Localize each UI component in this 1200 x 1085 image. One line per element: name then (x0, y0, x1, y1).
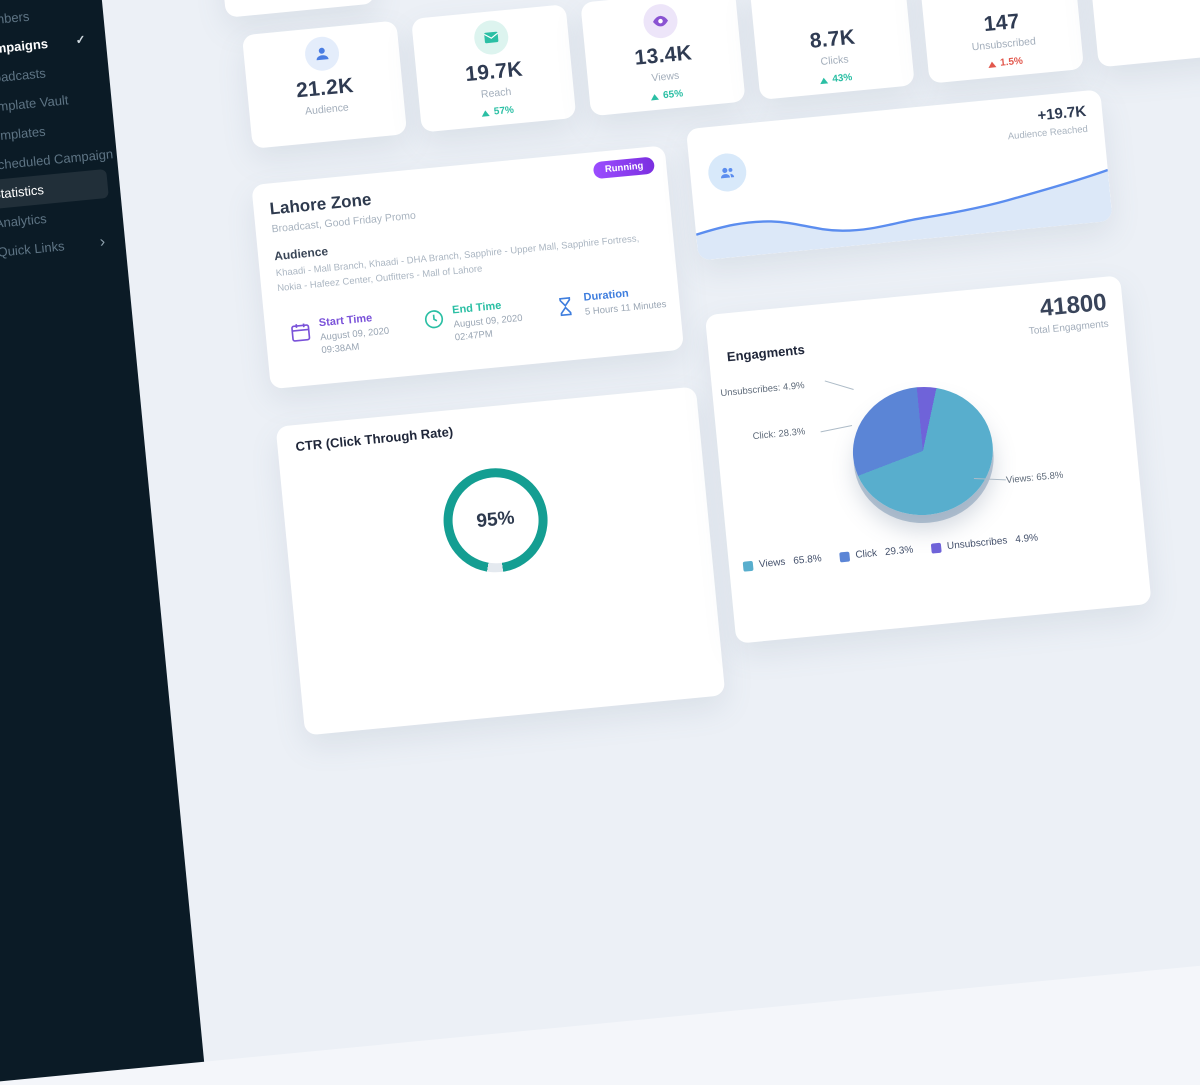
clock-icon (424, 310, 444, 329)
callout-line (820, 425, 853, 433)
end-time-block: End Time August 09, 2020 02:47PM (422, 298, 525, 348)
legend-item-unsubscribes[interactable]: Unsubscribes 4.9% (930, 532, 1039, 554)
sidebar-item-label: Statistics (0, 182, 45, 203)
stat-delta-value: 1.5% (999, 55, 1024, 69)
end-date: August 09, 2020 (453, 312, 524, 331)
legend-value: 65.8% (792, 553, 823, 567)
ctr-value: 95% (448, 473, 543, 568)
engagements-card: Engagments 41800 Total Engagments Unsubs… (704, 275, 1152, 644)
chevron-right-icon: › (98, 233, 106, 251)
legend-swatch-click (839, 551, 850, 562)
engagements-pie-chart (847, 380, 999, 522)
mail-icon (472, 18, 510, 57)
pie-callout-unsubscribes: Unsubscribes: 4.9% (719, 380, 806, 400)
engagements-title: Engagments (726, 341, 806, 365)
ctr-donut-chart: 95% (438, 463, 553, 578)
area-chart (695, 168, 1113, 261)
start-time-block: Start Time August 09, 2020 09:38AM (288, 311, 391, 361)
people-icon (706, 151, 749, 194)
stat-card-partial (1088, 0, 1200, 68)
sidebar-item-label: Templates (0, 123, 47, 145)
hourglass-icon (559, 297, 572, 317)
campaign-card: Running Lahore Zone Broadcast, Good Frid… (251, 145, 685, 390)
legend-swatch-unsubscribes (930, 542, 942, 554)
stat-card-unsubscribed: 147 Unsubscribed 1.5% (918, 0, 1085, 84)
reach-label: Audience Reached (1007, 123, 1089, 143)
engagements-total: 41800 (1038, 288, 1108, 323)
sidebar-item-label: Members (0, 8, 31, 29)
legend-name: Unsubscribes (946, 535, 1008, 553)
stat-delta-value: 57% (493, 104, 515, 118)
status-badge: Running (593, 156, 656, 180)
start-time: 09:38AM (321, 341, 360, 357)
audience-reached-card: +19.7K Audience Reached (685, 89, 1113, 261)
legend-value: 4.9% (1014, 532, 1039, 546)
legend-item-click[interactable]: Click 29.3% (839, 544, 914, 562)
duration-block: Duration 5 Hours 11 Minutes (553, 284, 667, 322)
calendar-icon (291, 323, 311, 342)
ctr-title: CTR (Click Through Rate) (294, 423, 454, 455)
user-icon (303, 35, 341, 73)
sidebar-item-label: Quick Links (0, 238, 66, 260)
stat-card-audience: 21.2K Audience (241, 20, 408, 149)
up-triangle-icon (987, 60, 997, 68)
stat-card-reach: 19.7K Reach 57% (411, 4, 577, 133)
audience-list: Khaadi - Mall Branch, Khaadi - DHA Branc… (275, 233, 640, 294)
stat-card-views: 13.4K Views 65% (580, 0, 746, 117)
stat-delta-value: 65% (662, 88, 684, 102)
sidebar-item-label: Broadcasts (0, 65, 47, 87)
check-icon: ✓ (74, 32, 87, 48)
up-triangle-icon (481, 109, 491, 117)
sidebar-item-label: Template Vault (0, 92, 70, 116)
reach-value: +19.7K (1036, 102, 1087, 125)
legend-name: Views (758, 556, 786, 571)
callout-line (824, 380, 854, 390)
pie-callout-click: Click: 28.3% (752, 426, 806, 443)
stat-card-clicks: 8.7K Clicks 43% (749, 0, 915, 100)
end-time: 02:47PM (454, 329, 494, 344)
sidebar-item-label: Campaigns (0, 36, 49, 58)
legend-name: Click (854, 547, 878, 561)
stat-delta-value: 43% (831, 72, 853, 85)
sidebar-item-label: Analytics (0, 210, 48, 231)
legend-item-views[interactable]: Views 65.8% (742, 553, 823, 572)
legend-value: 29.3% (884, 544, 914, 559)
up-triangle-icon (820, 76, 829, 84)
start-date: August 09, 2020 (319, 325, 390, 344)
eye-icon (641, 2, 679, 40)
pie-legend: Views 65.8% Click 29.3% Unsubscribes 4.9… (742, 532, 1039, 572)
pie-callout-views: Views: 65.8% (1005, 469, 1064, 487)
legend-swatch-views (742, 560, 754, 572)
audience-heading: Audience (273, 244, 329, 264)
up-triangle-icon (650, 93, 660, 100)
ctr-card: CTR (Click Through Rate) 95% (275, 386, 726, 736)
